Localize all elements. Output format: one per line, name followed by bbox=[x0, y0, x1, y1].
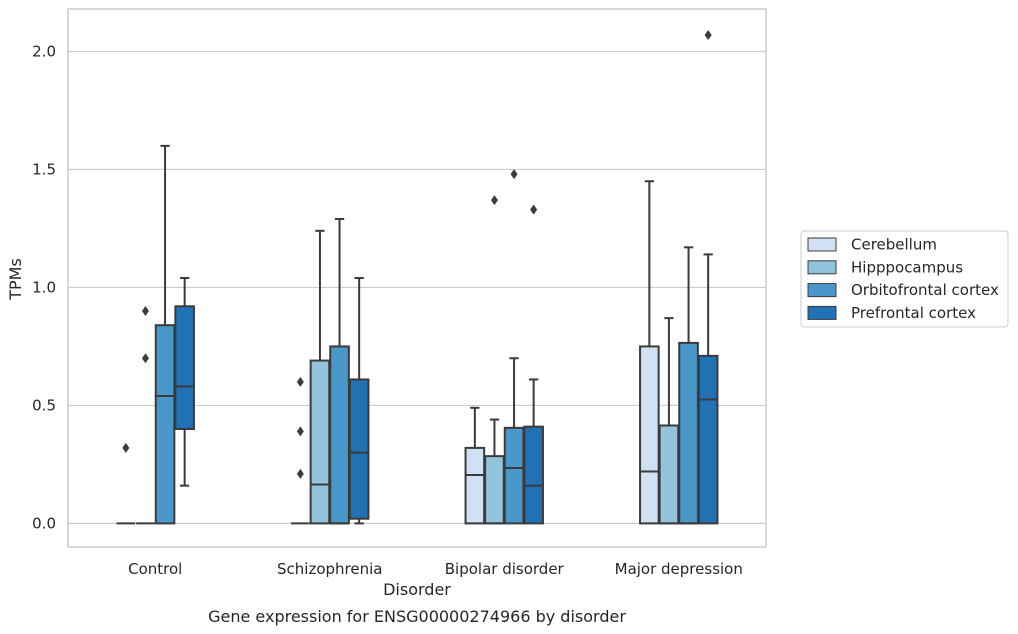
legend-label: Cerebellum bbox=[851, 236, 937, 254]
x-tick-label: Major depression bbox=[615, 560, 743, 578]
y-tick-label: 1.0 bbox=[32, 278, 56, 296]
legend-label: Orbitofrontal cortex bbox=[851, 281, 999, 299]
outlier-point bbox=[296, 426, 304, 437]
box bbox=[348, 378, 370, 520]
legend-swatch bbox=[807, 283, 837, 298]
chart-caption: Gene expression for ENSG00000274966 by d… bbox=[208, 607, 626, 626]
legend-swatch bbox=[807, 305, 837, 320]
x-tick-labels: Control Schizophrenia Bipolar disorder Majo… bbox=[128, 560, 743, 578]
box bbox=[154, 324, 176, 525]
box bbox=[174, 305, 195, 431]
box bbox=[639, 345, 660, 525]
legend-swatch bbox=[807, 260, 837, 275]
box bbox=[697, 354, 719, 525]
y-tick-label: 0.5 bbox=[32, 396, 56, 414]
x-tick-label: Schizophrenia bbox=[277, 560, 382, 578]
outlier-point bbox=[296, 376, 304, 387]
y-tick-label: 1.5 bbox=[32, 160, 56, 178]
outlier-point bbox=[510, 169, 518, 180]
outlier-point bbox=[530, 204, 538, 215]
box bbox=[329, 345, 350, 525]
outlier-point bbox=[122, 442, 130, 453]
outlier-point bbox=[704, 29, 712, 40]
outlier-point bbox=[490, 195, 498, 206]
legend: Cerebellum Hipppocampus Orbitofrontal cort… bbox=[800, 230, 1009, 328]
y-tick-label: 0.0 bbox=[32, 514, 56, 532]
outlier-point bbox=[141, 306, 149, 317]
outlier-point bbox=[296, 468, 304, 479]
legend-swatch bbox=[807, 237, 837, 252]
box bbox=[484, 455, 505, 525]
y-tick-label: 2.0 bbox=[32, 42, 56, 60]
y-axis-title: TPMs bbox=[6, 258, 25, 301]
legend-label: Prefrontal cortex bbox=[851, 304, 976, 322]
box bbox=[464, 446, 486, 525]
box bbox=[309, 359, 331, 525]
plot-area-frame bbox=[67, 8, 767, 548]
x-tick-label: Control bbox=[128, 560, 182, 578]
legend-frame bbox=[800, 230, 1009, 328]
legend-label: Hipppocampus bbox=[851, 258, 963, 276]
box bbox=[658, 424, 680, 525]
box bbox=[523, 425, 544, 525]
x-tick-label: Bipolar disorder bbox=[445, 560, 565, 578]
box-series bbox=[116, 29, 719, 525]
outlier-point bbox=[141, 353, 149, 364]
y-tick-labels: 0.0 0.5 1.0 1.5 2.0 bbox=[32, 42, 56, 532]
box bbox=[678, 341, 699, 525]
box bbox=[503, 426, 525, 525]
x-axis-title: Disorder bbox=[383, 580, 451, 599]
